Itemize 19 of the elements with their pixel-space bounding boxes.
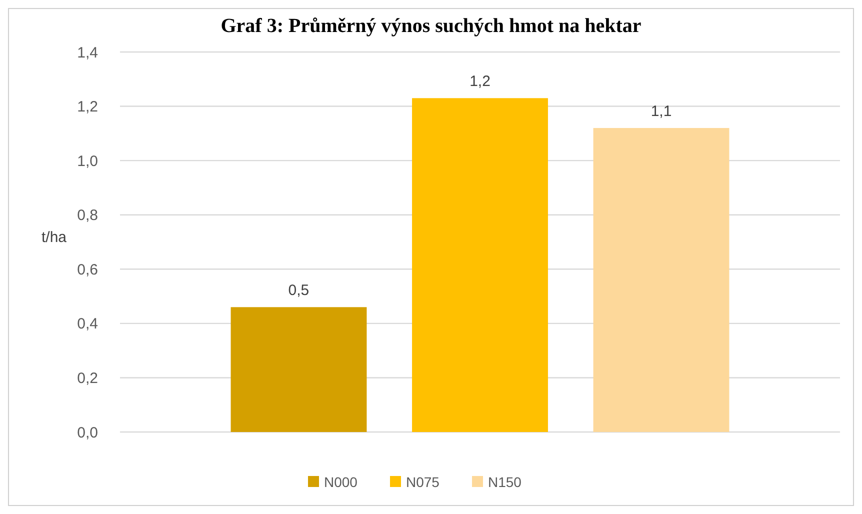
y-tick-label: 0,8 [77,207,98,224]
legend-label: N000 [324,474,358,490]
data-label: 1,2 [470,73,490,90]
y-tick-label: 0,2 [77,370,98,387]
legend-label: N075 [406,474,440,490]
y-tick-label: 1,4 [77,44,98,62]
y-tick-label: 0,6 [77,261,98,278]
bar [412,98,548,432]
y-tick-label: 1,0 [77,152,98,170]
data-label: 1,1 [650,103,672,120]
bar [230,307,367,432]
bar [593,128,730,432]
legend-label: N150 [488,474,522,490]
chart-title: Graf 3: Průměrný výnos suchých hmot na hektar [220,15,642,37]
y-tick-label: 0,0 [77,424,98,442]
y-axis-title: t/ha [41,229,68,246]
y-tick-label: 1,2 [77,98,98,116]
data-label: 0,5 [288,282,310,300]
y-tick-label: 0,4 [77,316,98,333]
